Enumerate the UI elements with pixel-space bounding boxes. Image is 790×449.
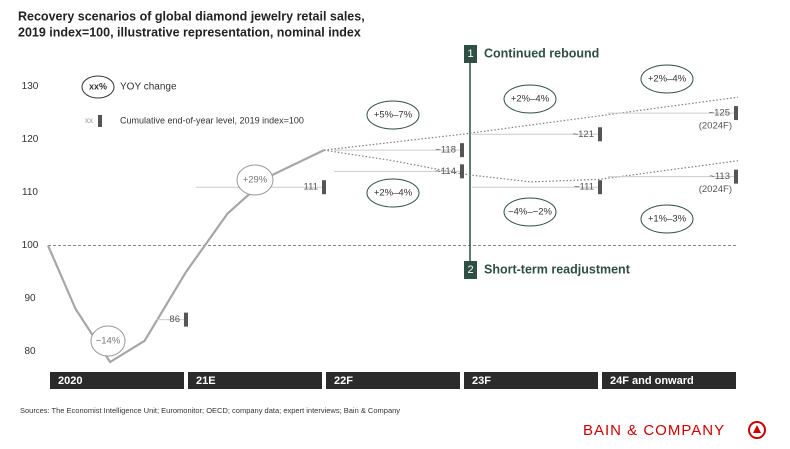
yoy-bubble xyxy=(503,84,557,114)
level-note: (2024F) xyxy=(699,121,732,132)
legend-marker xyxy=(98,115,102,127)
legend-text: YOY change xyxy=(120,82,177,93)
y-tick-label: 110 xyxy=(22,187,38,198)
yoy-bubble xyxy=(640,204,694,234)
yoy-label: +2%–4% xyxy=(374,188,413,199)
level-marker xyxy=(734,169,738,184)
x-tick-label: 21E xyxy=(196,375,216,387)
legend-text: Cumulative end-of-year level, 2019 index… xyxy=(120,115,304,125)
level-label: ~111 xyxy=(574,182,594,193)
level-note: (2024F) xyxy=(699,184,732,195)
x-tick-label: 22F xyxy=(334,375,353,387)
y-tick-label: 90 xyxy=(24,293,36,304)
period-bar xyxy=(326,372,460,389)
yoy-bubble xyxy=(503,197,557,227)
period-bar xyxy=(464,372,598,389)
series-line xyxy=(323,96,739,151)
level-marker xyxy=(460,143,464,158)
yoy-label: +1%–3% xyxy=(648,214,687,225)
level-marker xyxy=(460,164,464,179)
brand: BAIN & COMPANY xyxy=(583,422,725,439)
yoy-label: +2%–4% xyxy=(648,74,687,85)
scenario-badge xyxy=(464,45,477,63)
yoy-label: +2%–4% xyxy=(511,94,550,105)
x-tick-label: 24F and onward xyxy=(610,375,694,387)
level-label: ~125 xyxy=(709,108,730,119)
scenario-number: 1 xyxy=(467,48,473,60)
level-marker xyxy=(598,127,602,142)
yoy-bubble xyxy=(366,100,420,130)
period-bar xyxy=(602,372,736,389)
legend-symbol: xx xyxy=(85,116,93,125)
scenario-number: 2 xyxy=(467,264,473,276)
level-label: 86 xyxy=(169,314,180,325)
level-label: 111 xyxy=(304,182,318,193)
scenario-label: Short-term readjustment xyxy=(484,262,631,276)
y-tick-label: 80 xyxy=(24,346,36,357)
yoy-label: −14% xyxy=(96,336,121,347)
level-label: ~118 xyxy=(435,145,456,156)
y-tick-label: 130 xyxy=(22,81,39,92)
yoy-label: +29% xyxy=(243,175,268,186)
scenario-badge xyxy=(464,261,477,279)
yoy-bubble xyxy=(90,325,126,357)
legend-bubble xyxy=(81,75,115,99)
yoy-bubble xyxy=(236,164,274,196)
period-bar xyxy=(50,372,184,389)
period-bar xyxy=(188,372,322,389)
yoy-bubble xyxy=(366,178,420,208)
x-tick-label: 23F xyxy=(472,375,491,387)
brand-logo xyxy=(753,425,761,433)
legend-symbol: xx% xyxy=(89,81,107,91)
yoy-bubble xyxy=(640,64,694,94)
chart-title: Recovery scenarios of global diamond jew… xyxy=(18,9,365,23)
level-marker xyxy=(598,180,602,195)
yoy-label: +5%–7% xyxy=(374,110,413,121)
y-tick-label: 100 xyxy=(22,240,39,251)
yoy-label: −4%–−2% xyxy=(508,207,552,218)
x-tick-label: 2020 xyxy=(58,375,82,387)
chart-subtitle: 2019 index=100, illustrative representat… xyxy=(18,25,361,39)
scenario-label: Continued rebound xyxy=(484,46,599,60)
series-line xyxy=(323,149,739,183)
level-label: ~121 xyxy=(573,129,594,140)
series-line xyxy=(46,149,325,364)
level-label: ~114 xyxy=(435,166,456,177)
level-marker xyxy=(322,180,326,195)
level-marker xyxy=(734,106,738,121)
level-label: ~113 xyxy=(709,171,730,182)
brand-logo xyxy=(748,421,766,439)
level-marker xyxy=(184,312,188,327)
y-tick-label: 120 xyxy=(22,134,39,145)
source: Sources: The Economist Intelligence Unit… xyxy=(20,406,400,415)
